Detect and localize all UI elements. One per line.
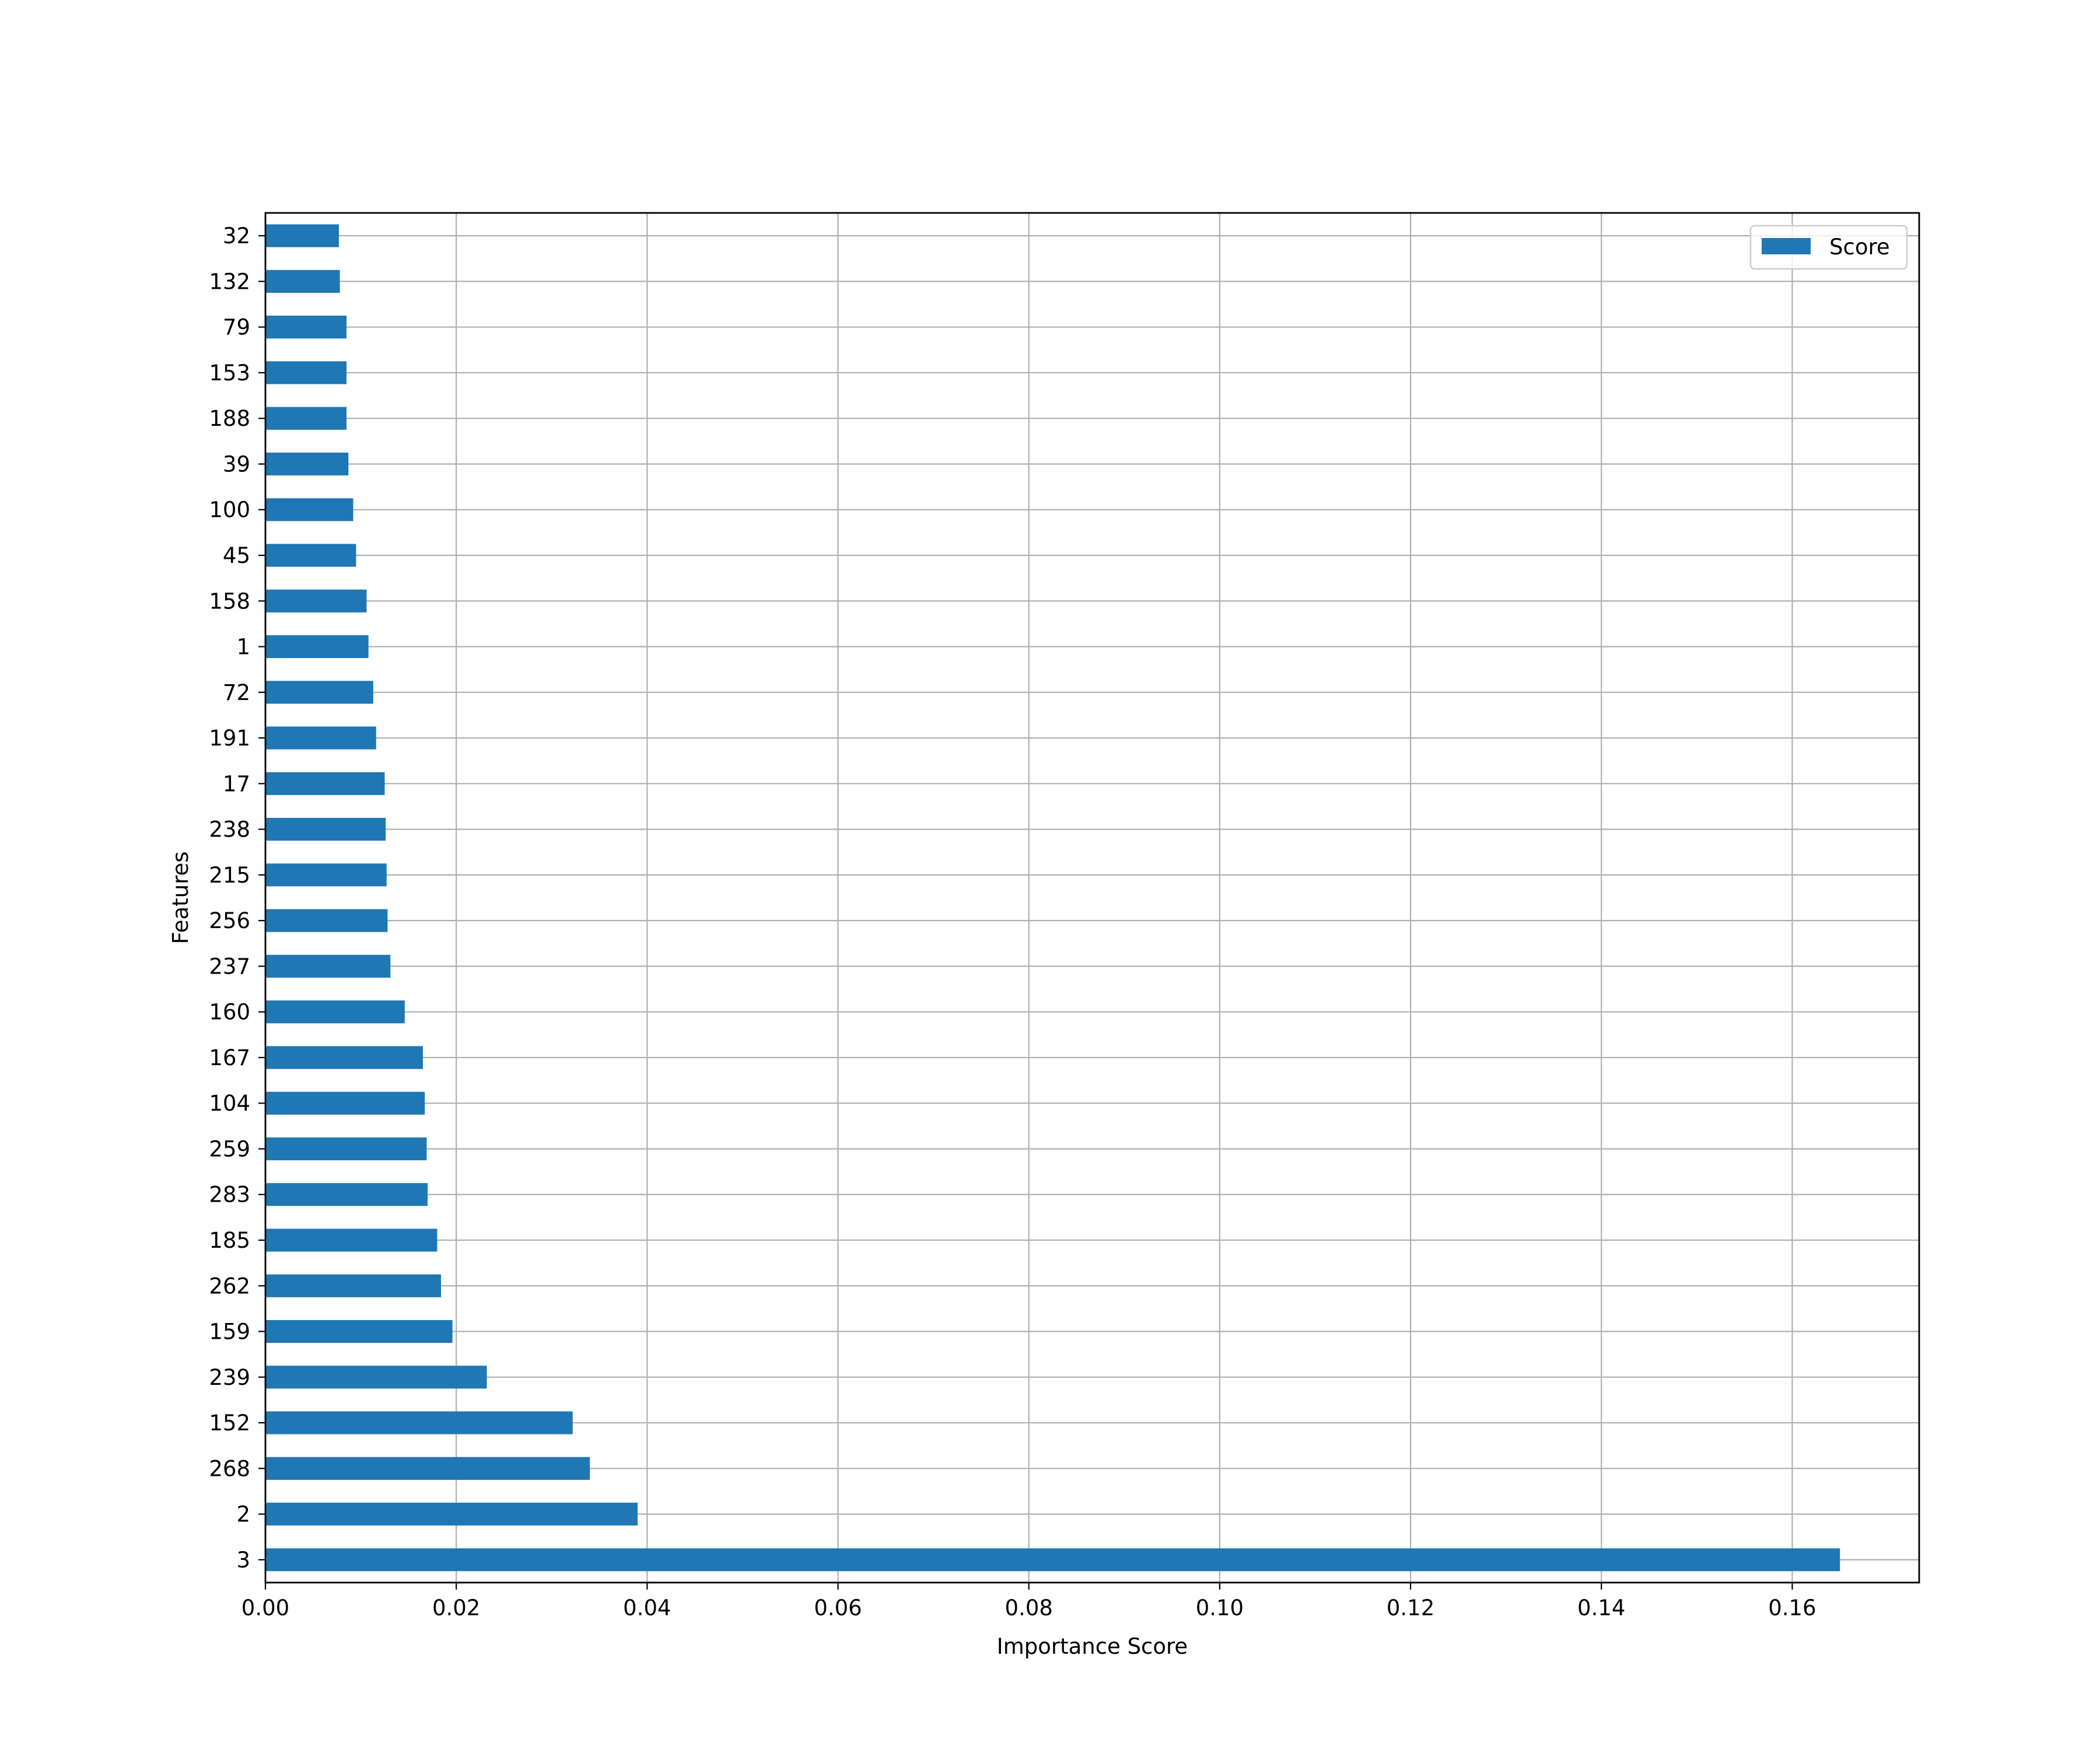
x-tick-label: 0.10: [1196, 1595, 1244, 1620]
y-tick-label: 262: [209, 1273, 250, 1298]
bar-feature-256: [265, 909, 388, 932]
y-tick-label: 191: [209, 726, 250, 751]
bar-feature-160: [265, 1000, 405, 1024]
y-axis-title: Features: [168, 851, 193, 944]
bar-feature-32: [265, 224, 339, 247]
y-tick-label: 268: [209, 1456, 250, 1481]
y-tick-label: 17: [223, 771, 250, 796]
y-tick-label: 104: [209, 1091, 250, 1116]
x-tick-label: 0.14: [1577, 1595, 1625, 1620]
bar-feature-262: [265, 1274, 442, 1297]
bar-feature-283: [265, 1183, 428, 1206]
y-tick-label: 45: [223, 543, 250, 568]
bar-feature-268: [265, 1457, 590, 1480]
y-tick-label: 256: [209, 908, 250, 933]
x-tick-label: 0.12: [1387, 1595, 1434, 1620]
x-axis-ticks: 0.00 0.02 0.04 0.06 0.08 0.10 0.12 0.14 0.16: [242, 1583, 1817, 1620]
bar-feature-132: [265, 270, 340, 293]
bar-feature-45: [265, 544, 356, 567]
y-tick-label: 100: [209, 498, 250, 523]
y-tick-label: 72: [223, 680, 250, 705]
y-tick-label: 79: [223, 315, 250, 340]
bar-feature-152: [265, 1411, 573, 1434]
y-tick-label: 153: [209, 360, 250, 386]
bar-feature-191: [265, 726, 376, 750]
bar-feature-72: [265, 681, 373, 704]
y-tick-label: 188: [209, 406, 250, 431]
y-tick-label: 39: [223, 452, 250, 477]
bar-feature-215: [265, 863, 387, 887]
y-tick-label: 132: [209, 269, 250, 294]
y-tick-label: 2: [236, 1502, 250, 1527]
y-tick-label: 152: [209, 1410, 250, 1436]
x-tick-label: 0.16: [1768, 1595, 1816, 1620]
y-tick-label: 259: [209, 1136, 250, 1161]
bar-feature-259: [265, 1137, 427, 1161]
y-tick-label: 1: [236, 635, 250, 660]
x-tick-label: 0.04: [623, 1595, 671, 1620]
y-tick-label: 239: [209, 1365, 250, 1390]
y-tick-label: 237: [209, 954, 250, 979]
y-tick-label: 167: [209, 1045, 250, 1070]
y-tick-label: 159: [209, 1320, 250, 1345]
bar-feature-2: [265, 1503, 638, 1526]
plot-frame: [264, 212, 1920, 1584]
bar-feature-153: [265, 361, 347, 384]
y-tick-label: 238: [209, 817, 250, 842]
bar-feature-79: [265, 316, 347, 339]
bar-feature-104: [265, 1091, 425, 1115]
bars: [265, 224, 1840, 1572]
x-axis-title: Importance Score: [997, 1634, 1188, 1659]
y-axis-ticks: 3226815223915926218528325910416716023725…: [209, 223, 265, 1573]
legend: Score: [1749, 225, 1908, 270]
bar-feature-188: [265, 407, 347, 430]
bar-feature-17: [265, 772, 385, 795]
bar-feature-1: [265, 635, 369, 659]
x-tick-label: 0.06: [814, 1595, 862, 1620]
x-tick-label: 0.00: [242, 1595, 289, 1620]
legend-box: [1749, 225, 1908, 270]
legend-label: Score: [1829, 235, 1890, 260]
bar-feature-239: [265, 1366, 487, 1389]
y-tick-label: 3: [236, 1548, 250, 1573]
bar-feature-237: [265, 954, 391, 978]
y-tick-label: 185: [209, 1228, 250, 1253]
bar-feature-238: [265, 818, 386, 841]
x-tick-label: 0.02: [432, 1595, 480, 1620]
y-tick-label: 158: [209, 589, 250, 614]
bar-feature-39: [265, 452, 349, 476]
y-tick-label: 32: [223, 223, 250, 249]
bar-feature-100: [265, 498, 354, 522]
bar-feature-167: [265, 1046, 423, 1069]
x-tick-label: 0.08: [1005, 1595, 1053, 1620]
bar-feature-159: [265, 1320, 453, 1343]
bar-feature-185: [265, 1228, 438, 1252]
y-tick-label: 160: [209, 1000, 250, 1025]
bar-feature-3: [265, 1548, 1840, 1572]
bar-feature-158: [265, 589, 367, 612]
y-tick-label: 283: [209, 1182, 250, 1208]
y-tick-label: 215: [209, 863, 250, 888]
legend-swatch: [1762, 238, 1811, 254]
